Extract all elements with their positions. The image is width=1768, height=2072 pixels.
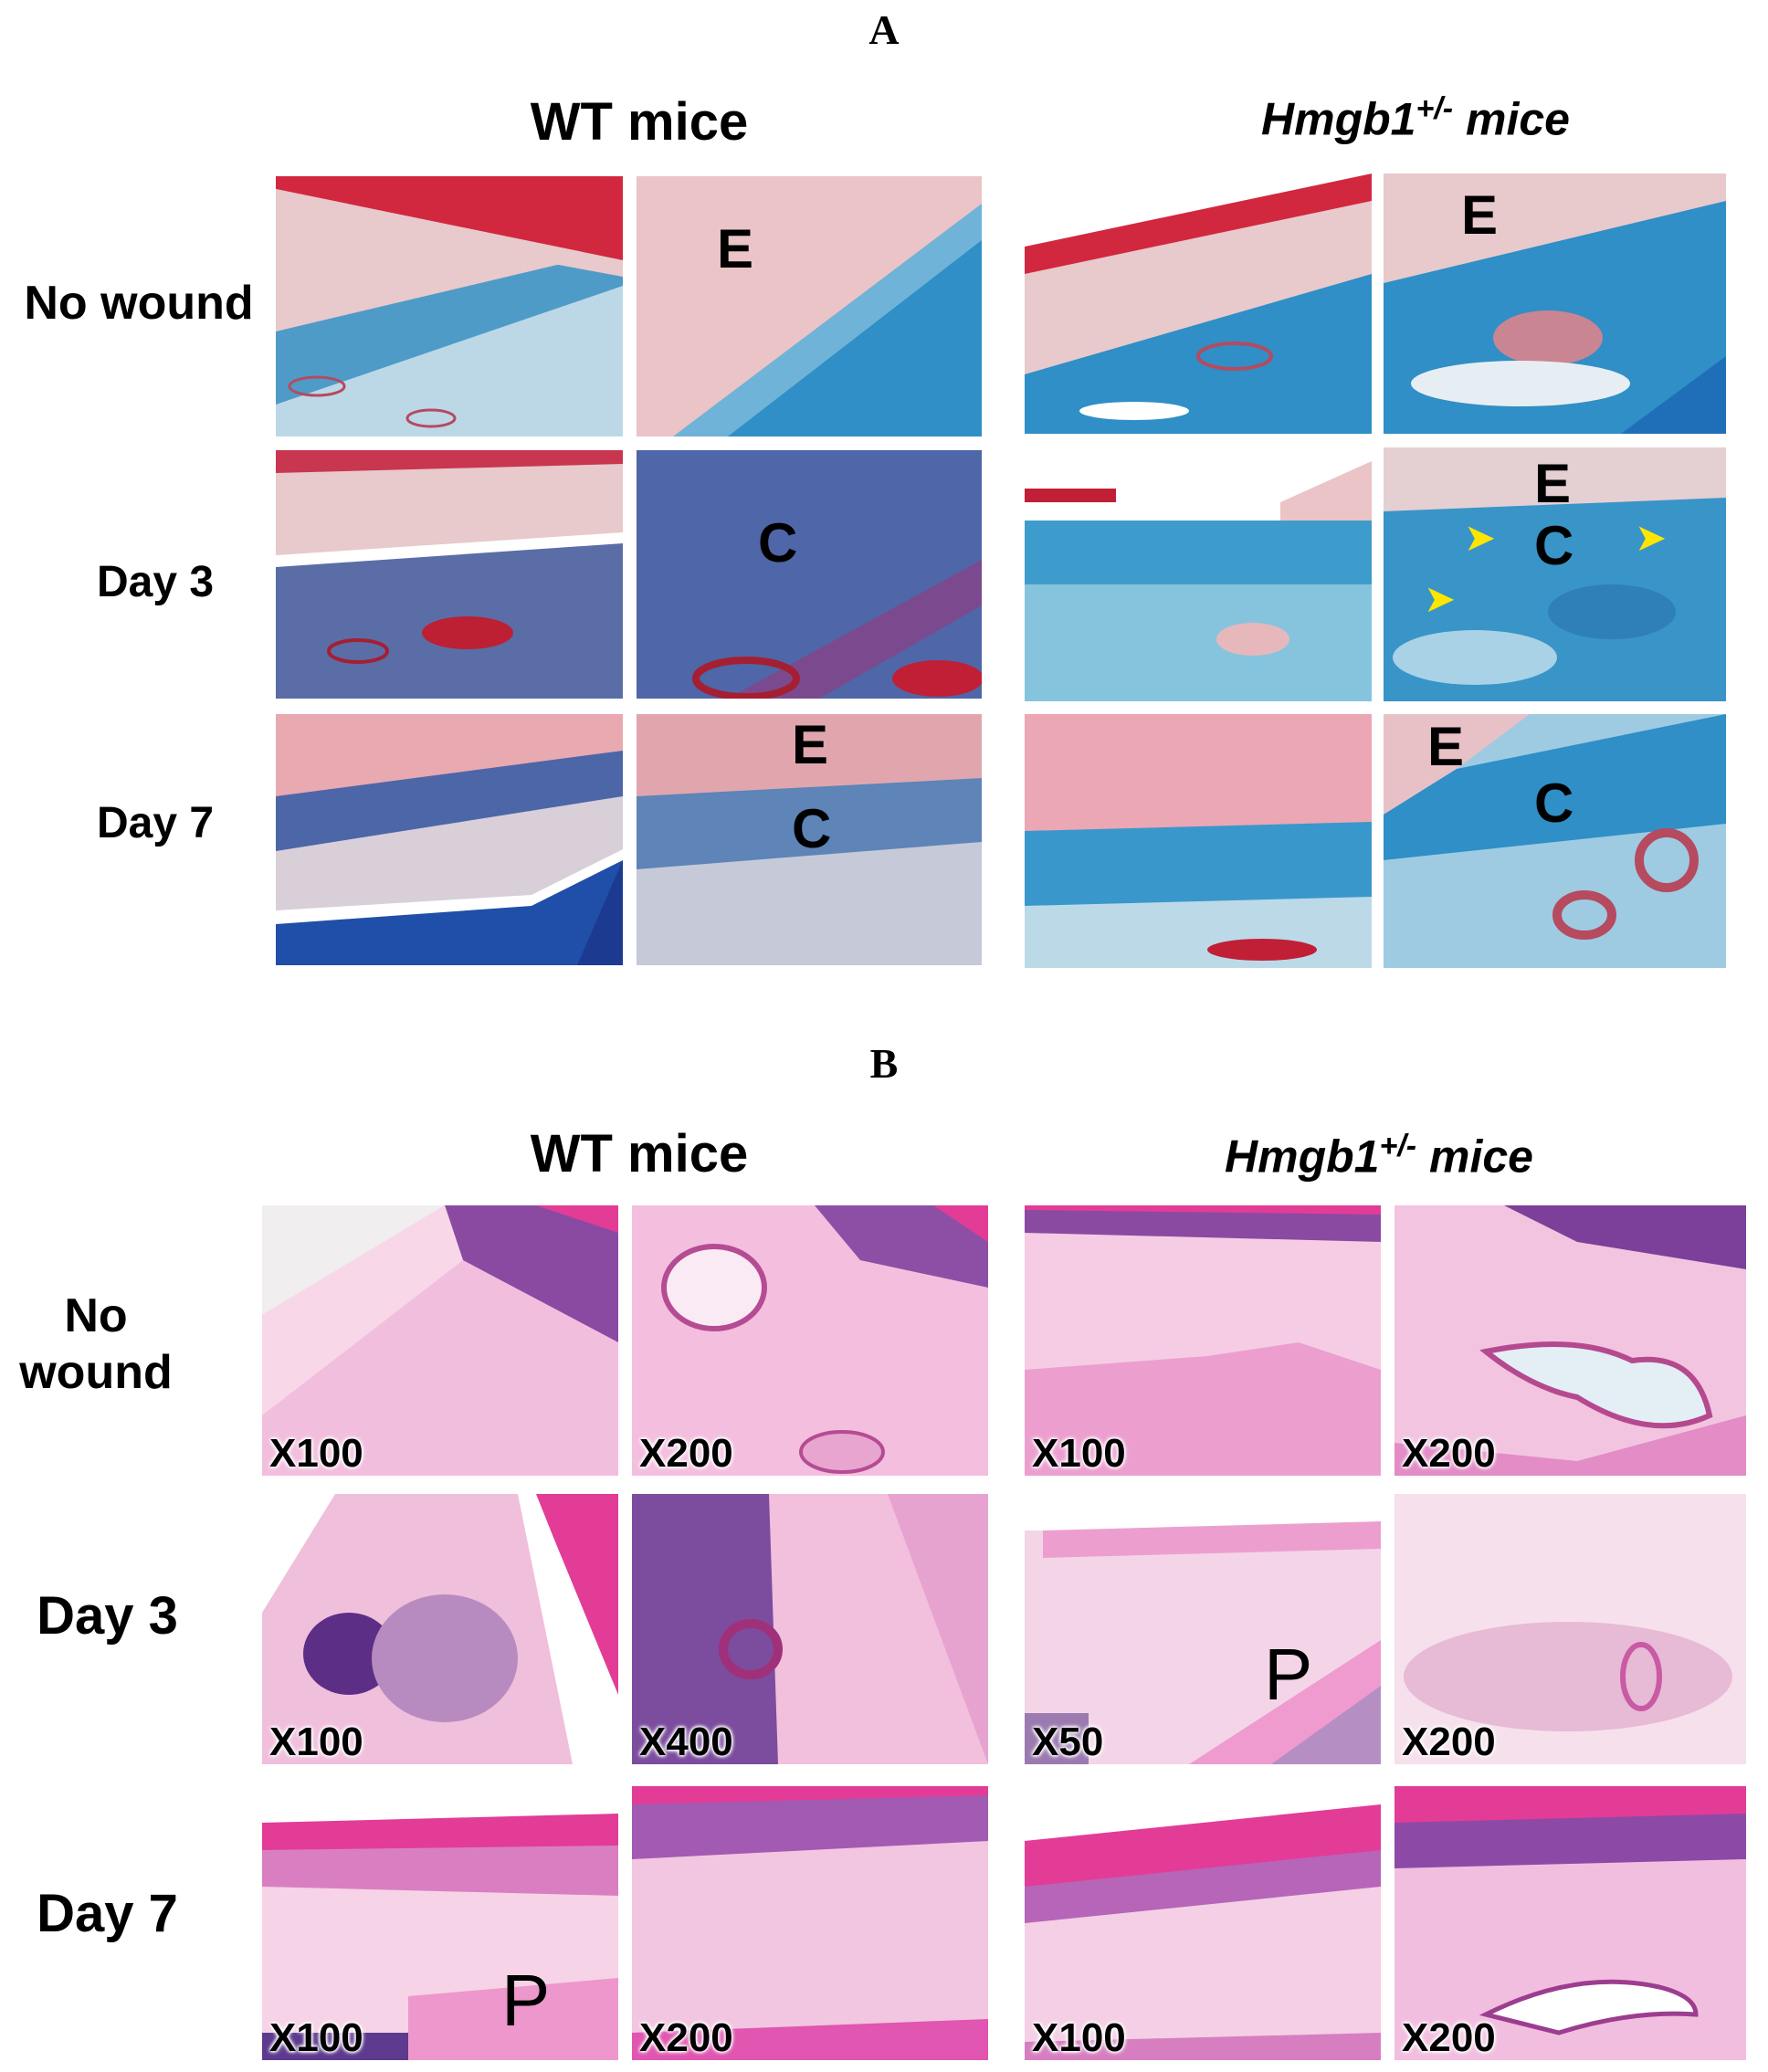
magnification-label: X400 bbox=[639, 1720, 733, 1764]
micrograph-hmgb1-no-wound-high-mag: E bbox=[1384, 174, 1726, 434]
yellow-arrow-icon: ➤ bbox=[1635, 516, 1668, 559]
epithelium-label: E bbox=[792, 714, 829, 775]
panel-a-row-day7: Day 7 bbox=[96, 799, 215, 847]
magnification-label: X100 bbox=[1032, 1431, 1126, 1476]
micrograph-wt-no-wound-high-mag: E bbox=[637, 176, 982, 436]
yellow-arrow-icon: ➤ bbox=[1424, 577, 1457, 620]
panel-a-letter: A bbox=[868, 6, 900, 53]
micrograph-hmgb1-day3-x50: P X50 bbox=[1025, 1494, 1381, 1764]
trichrome-texture bbox=[1025, 447, 1372, 701]
he-texture bbox=[262, 1205, 618, 1476]
he-texture bbox=[262, 1786, 618, 2060]
magnification-label: X200 bbox=[1402, 1720, 1496, 1764]
trichrome-texture bbox=[1025, 174, 1372, 434]
connective-tissue-label: C bbox=[758, 512, 798, 573]
he-texture bbox=[262, 1494, 618, 1764]
he-texture bbox=[1025, 1786, 1381, 2060]
magnification-label: X100 bbox=[269, 2015, 363, 2060]
trichrome-texture bbox=[1384, 447, 1726, 701]
magnification-label: X200 bbox=[1402, 2015, 1496, 2060]
he-texture bbox=[632, 1205, 988, 1476]
micrograph-wt-day7-low-mag bbox=[276, 714, 623, 965]
connective-tissue-label: C bbox=[792, 798, 832, 859]
panel-a-hmgb1-title: Hmgb1+/- mice bbox=[1261, 91, 1570, 145]
epithelium-label: E bbox=[717, 218, 754, 279]
trichrome-texture bbox=[276, 176, 623, 436]
he-texture bbox=[632, 1786, 988, 2060]
micrograph-hmgb1-no-wound-x100: X100 bbox=[1025, 1205, 1381, 1476]
micrograph-hmgb1-day7-high-mag: E C bbox=[1384, 714, 1726, 968]
periosteum-label: P bbox=[1264, 1634, 1313, 1715]
trichrome-texture bbox=[1384, 714, 1726, 968]
epithelium-label: E bbox=[1534, 453, 1572, 514]
he-texture bbox=[632, 1494, 988, 1764]
panel-a-wt-title: WT mice bbox=[530, 92, 749, 152]
panel-b-row-day7: Day 7 bbox=[37, 1884, 178, 1943]
micrograph-hmgb1-no-wound-low-mag bbox=[1025, 174, 1372, 434]
micrograph-hmgb1-day3-high-mag: E C ➤ ➤ ➤ bbox=[1384, 447, 1726, 701]
micrograph-wt-day3-x100: X100 bbox=[262, 1494, 618, 1764]
trichrome-texture bbox=[1384, 174, 1726, 434]
panel-a-row-no-wound: No wound bbox=[24, 277, 254, 330]
trichrome-texture bbox=[637, 714, 982, 965]
trichrome-texture bbox=[276, 450, 623, 699]
micrograph-wt-no-wound-x100: X100 bbox=[262, 1205, 618, 1476]
he-texture bbox=[1025, 1494, 1381, 1764]
he-texture bbox=[1394, 1205, 1746, 1476]
trichrome-texture bbox=[1025, 714, 1372, 968]
micrograph-hmgb1-day7-x100: X100 bbox=[1025, 1786, 1381, 2060]
magnification-label: X200 bbox=[1402, 1431, 1496, 1476]
trichrome-texture bbox=[637, 450, 982, 699]
panel-a-row-day3: Day 3 bbox=[96, 558, 215, 606]
row-label-line: wound bbox=[19, 1346, 173, 1399]
micrograph-wt-no-wound-low-mag bbox=[276, 176, 623, 436]
panel-b-wt-title: WT mice bbox=[530, 1124, 749, 1183]
trichrome-texture bbox=[276, 714, 623, 965]
magnification-label: X200 bbox=[639, 2015, 733, 2060]
micrograph-wt-day3-low-mag bbox=[276, 450, 623, 699]
micrograph-wt-day7-x200: X200 bbox=[632, 1786, 988, 2060]
micrograph-hmgb1-day7-low-mag bbox=[1025, 714, 1372, 968]
magnification-label: X100 bbox=[1032, 2015, 1126, 2060]
connective-tissue-label: C bbox=[1534, 773, 1574, 834]
magnification-label: X50 bbox=[1032, 1720, 1104, 1764]
micrograph-wt-no-wound-x200: X200 bbox=[632, 1205, 988, 1476]
micrograph-hmgb1-day7-x200: X200 bbox=[1394, 1786, 1746, 2060]
micrograph-hmgb1-day3-x200: X200 bbox=[1394, 1494, 1746, 1764]
connective-tissue-label: C bbox=[1534, 515, 1574, 576]
epithelium-label: E bbox=[1461, 184, 1499, 246]
micrograph-hmgb1-no-wound-x200: X200 bbox=[1394, 1205, 1746, 1476]
periosteum-label: P bbox=[501, 1960, 551, 2041]
panel-b-row-day3: Day 3 bbox=[37, 1586, 178, 1646]
he-texture bbox=[1025, 1205, 1381, 1476]
row-label-line: No bbox=[64, 1289, 128, 1342]
yellow-arrow-icon: ➤ bbox=[1464, 516, 1497, 559]
trichrome-texture bbox=[637, 176, 982, 436]
micrograph-wt-day3-high-mag: C bbox=[637, 450, 982, 699]
magnification-label: X200 bbox=[639, 1431, 733, 1476]
epithelium-label: E bbox=[1427, 716, 1465, 777]
he-texture bbox=[1394, 1786, 1746, 2060]
panel-b-row-no-wound: No wound bbox=[0, 1288, 192, 1401]
micrograph-wt-day7-x100: P X100 bbox=[262, 1786, 618, 2060]
micrograph-wt-day3-x400: X400 bbox=[632, 1494, 988, 1764]
magnification-label: X100 bbox=[269, 1431, 363, 1476]
he-texture bbox=[1394, 1494, 1746, 1764]
panel-b-letter: B bbox=[869, 1040, 899, 1087]
magnification-label: X100 bbox=[269, 1720, 363, 1764]
micrograph-hmgb1-day3-low-mag bbox=[1025, 447, 1372, 701]
micrograph-wt-day7-high-mag: E C bbox=[637, 714, 982, 965]
panel-b-hmgb1-title: Hmgb1+/- mice bbox=[1225, 1129, 1533, 1183]
